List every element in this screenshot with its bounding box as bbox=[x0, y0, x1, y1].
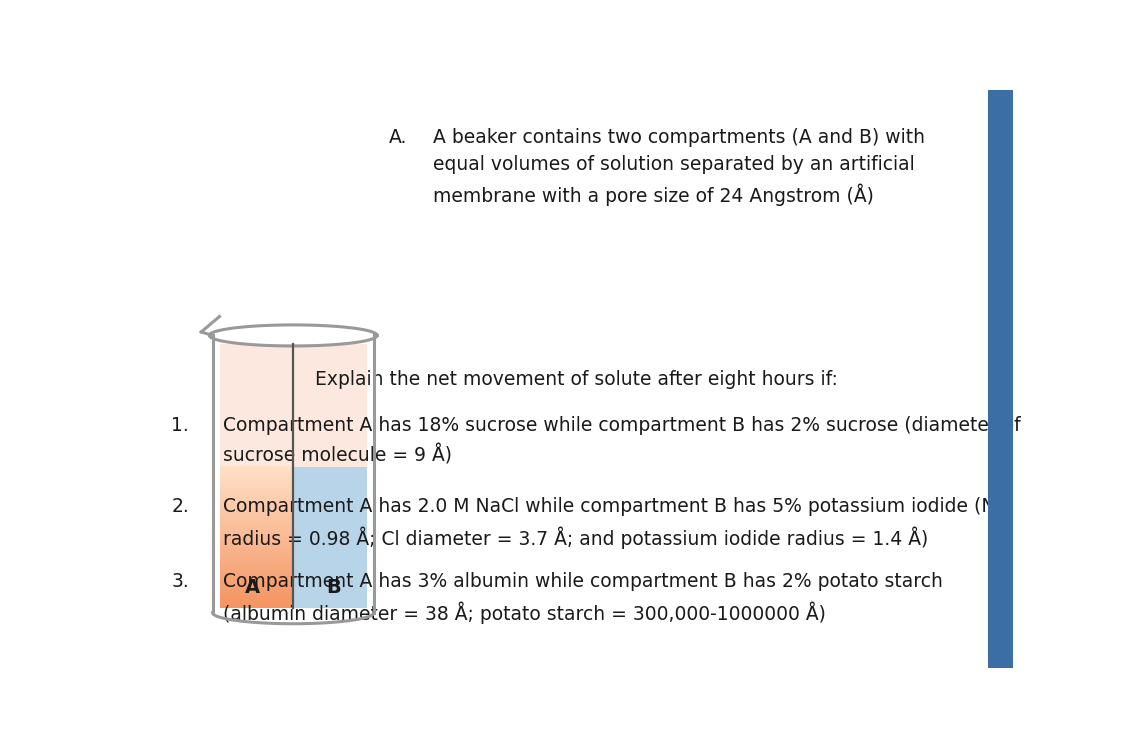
Bar bbox=[294, 466, 367, 608]
Text: A beaker contains two compartments (A and B) with
equal volumes of solution sepa: A beaker contains two compartments (A an… bbox=[433, 128, 925, 206]
Text: Compartment A has 2.0 M NaCl while compartment B has 5% potassium iodide (Na
rad: Compartment A has 2.0 M NaCl while compa… bbox=[224, 497, 1008, 549]
Text: 3.: 3. bbox=[171, 572, 189, 591]
Text: Compartment A has 18% sucrose while compartment B has 2% sucrose (diameter of
su: Compartment A has 18% sucrose while comp… bbox=[224, 416, 1022, 466]
Text: A: A bbox=[245, 578, 261, 597]
Text: Compartment A has 3% albumin while compartment B has 2% potato starch
(albumin d: Compartment A has 3% albumin while compa… bbox=[224, 572, 944, 624]
Text: 2.: 2. bbox=[171, 497, 189, 516]
Text: Explain the net movement of solute after eight hours if:: Explain the net movement of solute after… bbox=[315, 370, 838, 389]
Bar bbox=[294, 344, 367, 466]
Bar bbox=[988, 90, 1012, 668]
Bar bbox=[219, 344, 294, 466]
Text: A.: A. bbox=[389, 128, 407, 146]
Text: 1.: 1. bbox=[171, 416, 189, 435]
Text: B: B bbox=[326, 578, 341, 597]
